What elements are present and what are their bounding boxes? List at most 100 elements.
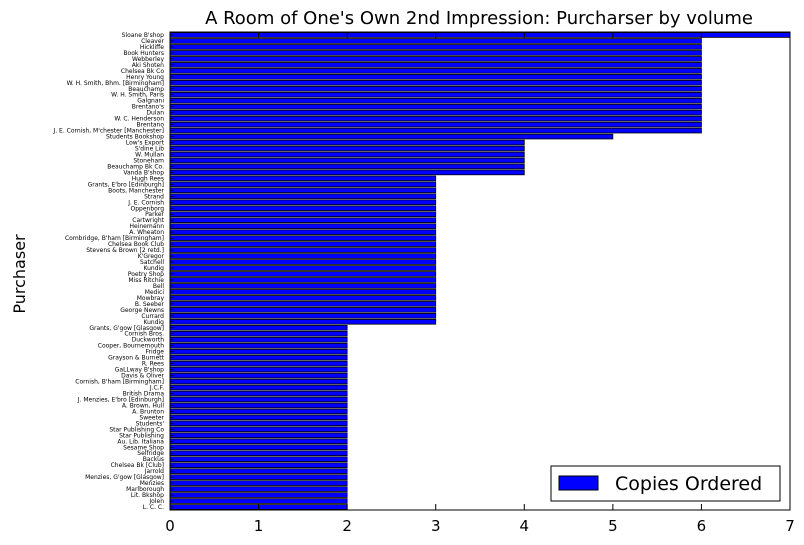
category-label: Mowbray	[137, 295, 165, 302]
bar	[169, 283, 437, 289]
x-tick-label: 4	[520, 517, 530, 535]
x-tick-label: 5	[608, 517, 618, 535]
category-label: British Drama	[123, 390, 165, 397]
category-label: Poetry Shop	[128, 271, 164, 278]
category-label: A. Brown, Hull	[122, 402, 164, 409]
bar	[169, 324, 348, 331]
plot-frame	[169, 31, 791, 511]
bar	[169, 384, 348, 391]
bar	[169, 193, 437, 200]
bar	[169, 414, 348, 421]
category-label: Cleaver	[141, 38, 164, 45]
bar	[169, 408, 348, 415]
bar	[169, 79, 702, 86]
bar	[169, 336, 348, 343]
bar	[169, 217, 437, 224]
bar	[169, 307, 437, 313]
bar	[169, 372, 348, 379]
category-label: W. C. Henderson	[114, 116, 164, 123]
category-label: Currard	[141, 313, 164, 320]
category-label: Jarrold	[144, 468, 164, 475]
bar	[169, 32, 791, 38]
bar	[169, 295, 437, 301]
bar	[169, 163, 525, 170]
category-label: Au. Lib. Italiana	[117, 438, 164, 445]
category-label: Stevens & Brown [2 retd.]	[86, 247, 164, 254]
bar	[169, 426, 348, 433]
bar	[169, 109, 702, 116]
bar	[169, 235, 437, 241]
category-label: J. Menzies, E'bro [Edinburgh]	[77, 396, 164, 403]
bar	[169, 396, 348, 403]
bar	[169, 402, 348, 409]
category-label: W. H. Smith, Paris	[111, 92, 164, 99]
category-label: Webberley	[132, 56, 164, 63]
x-tick-label: 0	[165, 517, 175, 535]
legend-label: Copies Ordered	[615, 473, 762, 495]
category-label: Davis & Oliver	[121, 373, 164, 380]
category-label: George Newns	[120, 307, 164, 314]
bar	[169, 474, 348, 480]
category-label: Selfridge	[137, 450, 164, 457]
bar	[169, 151, 525, 158]
category-label: B. Seeber	[135, 301, 165, 308]
bar	[169, 259, 437, 265]
category-label: Combridge, B'ham [Birmingham]	[65, 235, 164, 242]
bar	[169, 486, 348, 492]
category-label: A. Wheaton	[129, 229, 164, 236]
category-label: Brentano	[137, 122, 165, 129]
bar	[169, 492, 348, 498]
category-label: Star Publishing Co	[109, 426, 164, 433]
category-label: Hickliffe	[140, 44, 164, 51]
bar	[169, 468, 348, 474]
bar	[169, 342, 348, 349]
category-label: Sesame Shop	[123, 444, 164, 451]
category-label: Stoneham	[133, 157, 164, 164]
bar	[169, 271, 437, 277]
category-label: R. Rees	[142, 361, 164, 368]
bar	[169, 390, 348, 397]
x-tick-label: 3	[431, 517, 441, 535]
category-label: W. H. Smith, Bhm. [Birmingham]	[67, 80, 164, 87]
category-label: Boots, Manchester	[108, 187, 164, 194]
bar	[169, 199, 437, 206]
category-label: J. E. Cornish, M'chester [Manchester]	[52, 128, 164, 135]
category-label: Henry Young	[126, 74, 164, 81]
category-label: W. Mullan	[135, 151, 164, 158]
bar	[169, 121, 702, 128]
category-label: Beauchamp Bk Co.	[107, 163, 164, 170]
category-label: Aki Shoten	[132, 62, 164, 69]
bar	[169, 289, 437, 295]
category-label: Lit. Bkshop	[131, 492, 164, 499]
bar	[169, 360, 348, 367]
category-label: J.C.F.	[149, 385, 164, 392]
bar	[169, 91, 702, 98]
bar	[169, 211, 437, 218]
category-label: Miss Ritchie	[128, 277, 164, 284]
category-label: Galgnani	[137, 98, 164, 105]
category-label: Students'	[136, 420, 165, 427]
bar	[169, 169, 525, 176]
category-label: Kundig	[143, 265, 164, 272]
category-label: Cornish Bros.	[124, 331, 164, 338]
bar	[169, 318, 437, 325]
bar	[169, 50, 702, 56]
bar	[169, 348, 348, 355]
category-label: GaLLway B'shop	[115, 367, 164, 374]
category-label: Book Hunters	[123, 50, 164, 57]
bar	[169, 378, 348, 385]
category-label: Hugh Rees	[132, 175, 164, 182]
bar	[169, 253, 437, 259]
category-label: Menzies, G'gow [Glasgow]	[85, 474, 164, 481]
category-label: Beauchamp	[128, 86, 164, 93]
category-label: Grants, E'bro [Edinburgh]	[88, 181, 164, 188]
bar	[169, 127, 702, 134]
category-label: Jolen	[148, 498, 164, 505]
bar	[169, 103, 702, 110]
bar	[169, 277, 437, 283]
bar	[169, 223, 437, 229]
bar	[169, 181, 437, 188]
category-label: Chelsea Book Club	[108, 241, 164, 248]
